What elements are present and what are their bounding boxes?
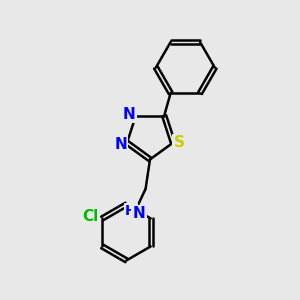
Text: Cl: Cl: [82, 209, 99, 224]
Text: N: N: [133, 206, 146, 221]
Text: N: N: [114, 137, 127, 152]
Text: S: S: [174, 135, 185, 150]
Text: N: N: [123, 107, 136, 122]
Text: H: H: [125, 204, 137, 218]
